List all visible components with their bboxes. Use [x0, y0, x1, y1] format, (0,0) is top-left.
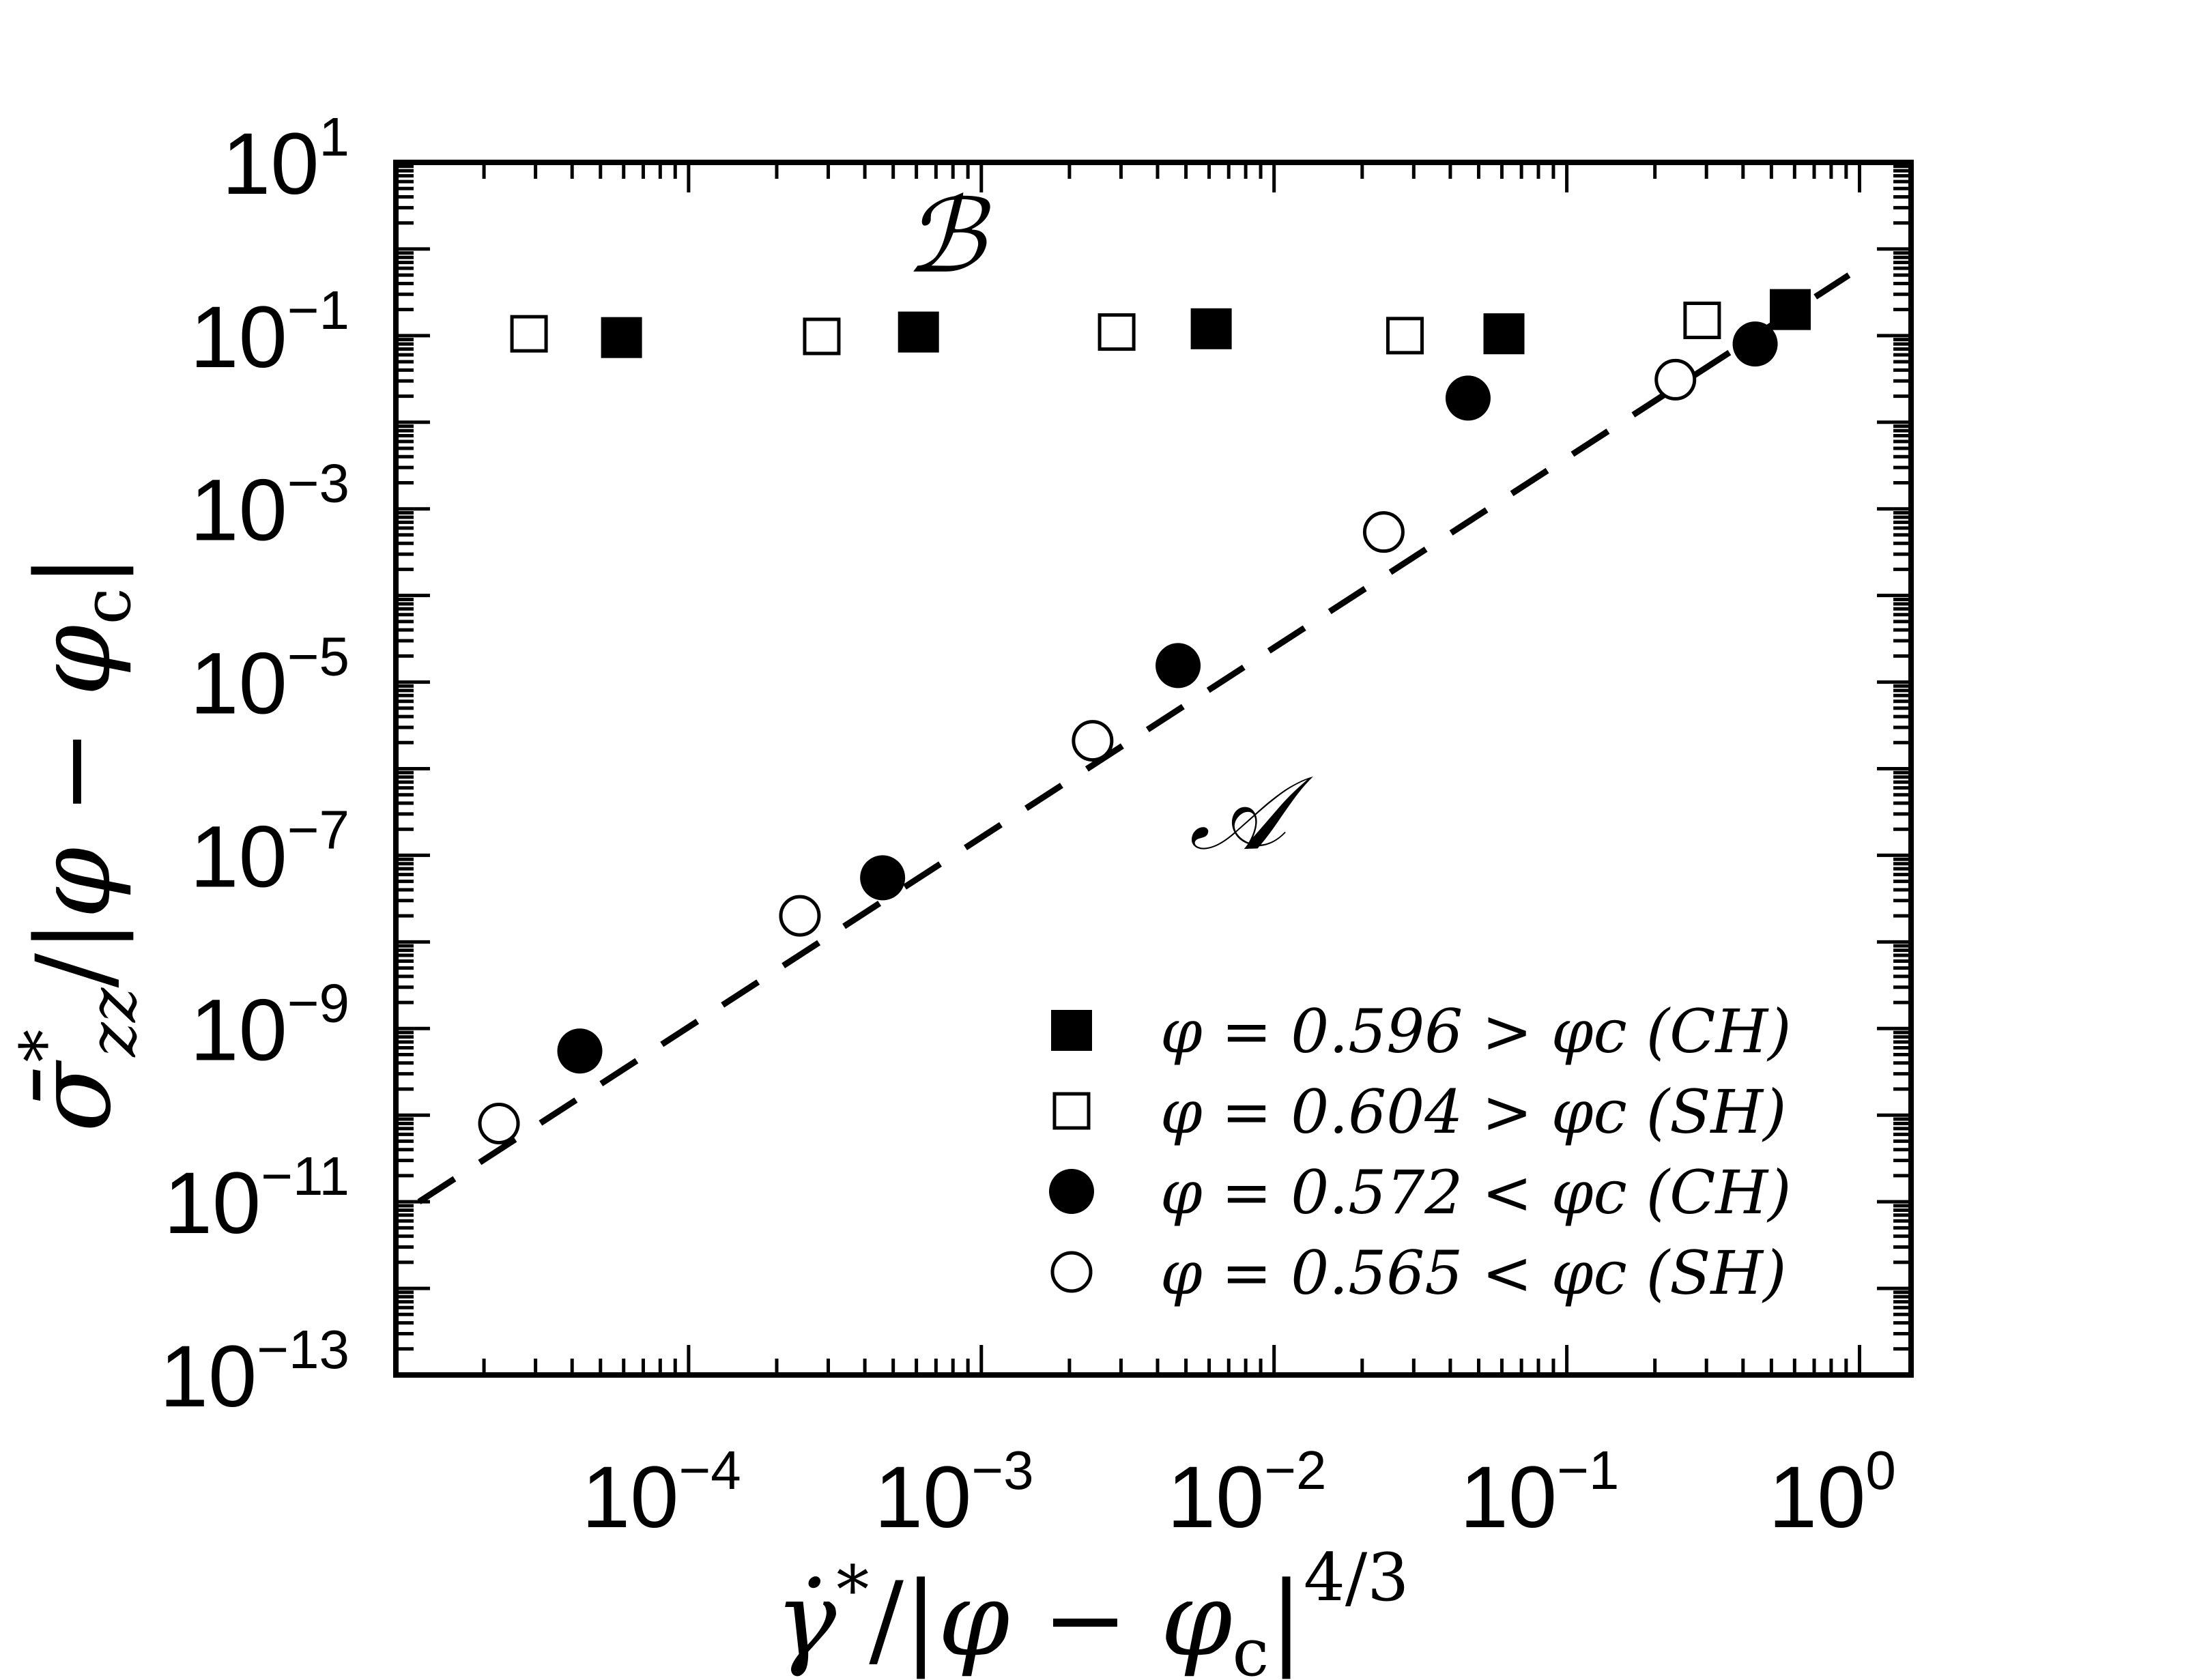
- legend-item: φ = 0.596 > φc (CH): [1051, 996, 1792, 1067]
- open-square-point: [1098, 313, 1136, 351]
- legend-label: φ = 0.604 > φc (SH): [1160, 1077, 1786, 1147]
- series-0: [601, 289, 1811, 358]
- y-tick-label: 10−9: [190, 972, 349, 1079]
- y-axis-label: σ̄*zz/|φ − φc|: [6, 553, 151, 1132]
- open-circle-point: [1072, 720, 1114, 762]
- filled-square-point: [1770, 289, 1811, 330]
- filled-circle-point: [860, 855, 906, 901]
- series-1: [510, 302, 1721, 356]
- x-axis-label: γ̇*/|φ − φc|4/3: [775, 1539, 1409, 1680]
- data-points: [478, 289, 1811, 1145]
- open-square-point: [803, 317, 841, 356]
- legend-open-square: [1052, 1092, 1091, 1130]
- open-circle-point: [1654, 358, 1697, 401]
- legend-item: φ = 0.572 < φc (CH): [1049, 1157, 1792, 1228]
- filled-circle-point: [1156, 643, 1201, 689]
- filled-circle-point: [1732, 321, 1778, 367]
- svg-text:σ̄*zz/|φ − φc|: σ̄*zz/|φ − φc|: [6, 553, 151, 1132]
- minor-ticks: [396, 162, 1911, 1375]
- open-circle-point: [779, 895, 821, 937]
- filled-square-point: [601, 317, 642, 358]
- legend: φ = 0.596 > φc (CH) φ = 0.604 > φc (SH) φ …: [1049, 996, 1792, 1308]
- filled-square-point: [898, 311, 939, 353]
- filled-circle-point: [557, 1028, 603, 1074]
- open-square-point: [510, 315, 548, 353]
- y-tick-label: 10−1: [190, 280, 349, 386]
- x-tick-label: 10−4: [582, 1440, 741, 1546]
- x-tick-label: 100: [1768, 1440, 1896, 1546]
- series-3: [478, 358, 1697, 1145]
- y-tick-label: 10−13: [160, 1319, 349, 1425]
- open-square-point: [1386, 317, 1424, 355]
- region-label: ℬ: [904, 177, 991, 296]
- major-ticks: [394, 160, 1911, 1377]
- legend-filled-circle: [1049, 1169, 1094, 1214]
- x-tick-label: 10−2: [1167, 1440, 1327, 1546]
- svg-text:γ̇*/|φ − φc|4/3: γ̇*/|φ − φc|4/3: [775, 1539, 1409, 1680]
- legend-label: φ = 0.596 > φc (CH): [1160, 996, 1792, 1067]
- filled-circle-point: [1445, 375, 1491, 421]
- plot-frame: [393, 160, 1914, 1378]
- x-tick-label: 10−3: [874, 1440, 1034, 1546]
- y-tick-labels: 101 10−1 10−3 10−5 10−7 10−9 10−11 10−13: [160, 106, 349, 1425]
- legend-label: φ = 0.565 < φc (SH): [1160, 1238, 1786, 1308]
- y-tick-label: 101: [222, 106, 349, 213]
- x-tick-label: 10−1: [1460, 1440, 1620, 1546]
- y-tick-label: 10−7: [190, 799, 349, 906]
- filled-square-point: [1190, 308, 1232, 349]
- y-tick-label: 10−5: [190, 626, 349, 733]
- legend-item: φ = 0.604 > φc (SH): [1052, 1077, 1786, 1147]
- y-tick-label: 10−3: [190, 453, 349, 560]
- open-circle-point: [478, 1103, 520, 1145]
- legend-open-circle: [1050, 1251, 1093, 1293]
- legend-label: φ = 0.572 < φc (CH): [1160, 1157, 1792, 1228]
- filled-square-point: [1483, 313, 1525, 355]
- series-2: [557, 321, 1778, 1074]
- open-square-point: [1683, 302, 1721, 340]
- legend-filled-square: [1051, 1010, 1092, 1051]
- y-tick-label: 10−11: [164, 1146, 349, 1252]
- legend-item: φ = 0.565 < φc (SH): [1050, 1238, 1786, 1308]
- x-tick-labels: 10−4 10−3 10−2 10−1 100: [582, 1440, 1896, 1546]
- open-circle-point: [1362, 511, 1405, 553]
